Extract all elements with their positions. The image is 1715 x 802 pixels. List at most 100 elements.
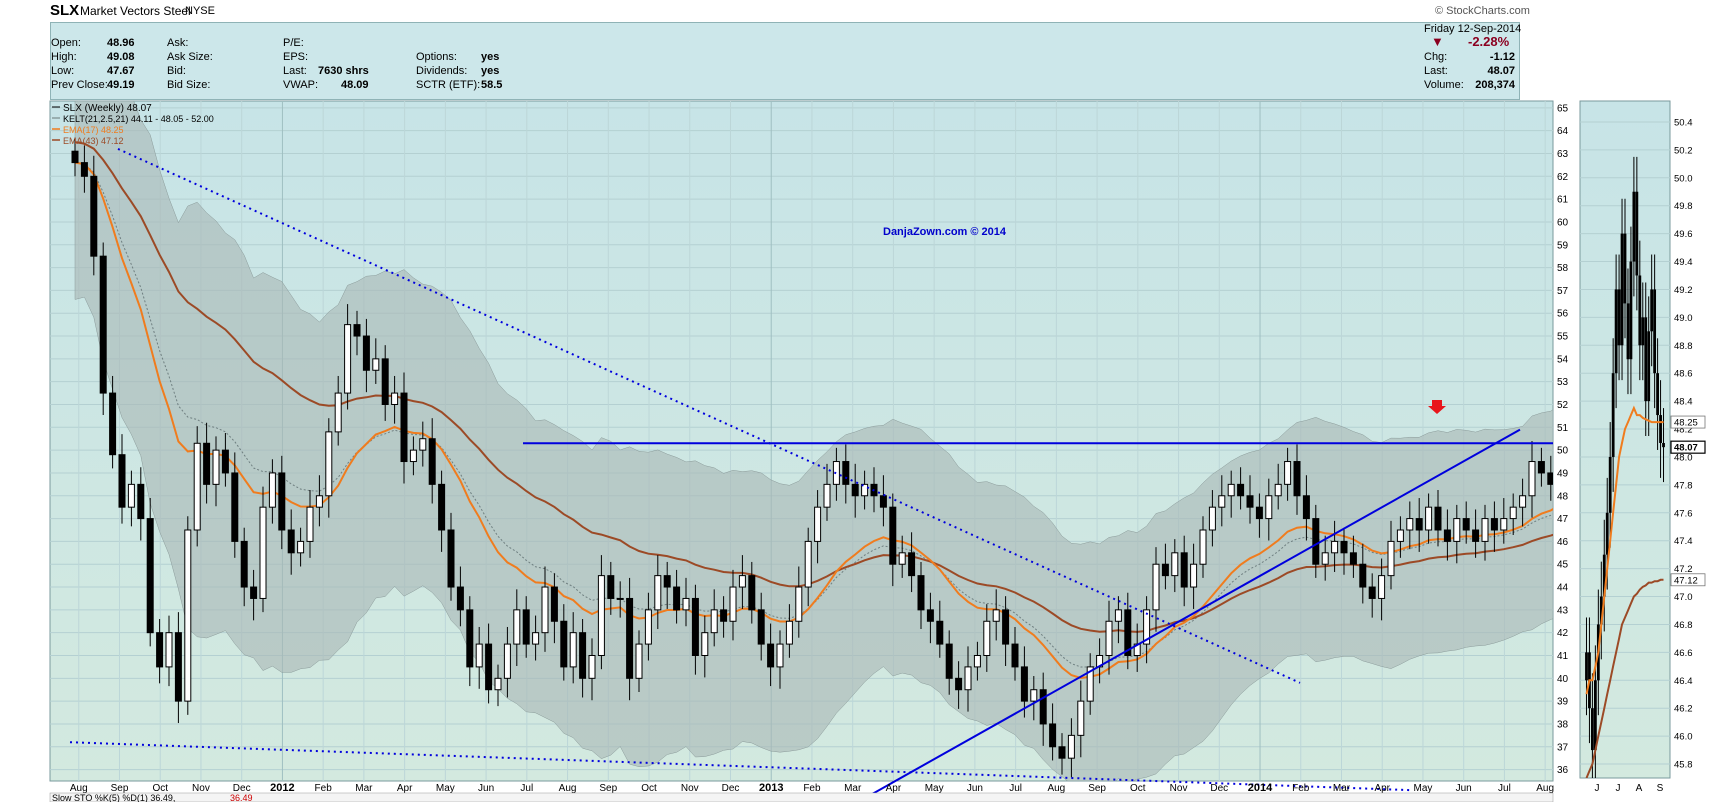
candle [287, 509, 295, 575]
candle [720, 596, 728, 638]
candle [560, 604, 568, 681]
candle [945, 630, 953, 695]
y-tick-label: 60 [1557, 217, 1569, 228]
candle [503, 626, 511, 698]
side-candle [1614, 254, 1618, 409]
side-grid [1580, 121, 1670, 765]
vwap-label: VWAP: [283, 79, 319, 91]
watermark: DanjaZown.com © 2014 [883, 226, 1007, 238]
x-tick-label: Feb [803, 783, 821, 794]
candle [1237, 467, 1245, 510]
candle [654, 555, 662, 630]
candle [1302, 475, 1310, 541]
candle [1293, 444, 1301, 515]
sto-panel [49, 792, 1554, 802]
candle [1274, 463, 1282, 510]
down-triangle-icon: ▼ [1431, 34, 1444, 49]
side-y-tick-label: 50.0 [1674, 173, 1693, 184]
x-tick-label: Oct [152, 783, 168, 794]
candle [240, 527, 248, 607]
x-tick-label: Apr [886, 783, 902, 794]
side-price-label: 47.12 [1670, 573, 1706, 586]
candle [1509, 493, 1517, 536]
side-y-tick-label: 47.2 [1674, 564, 1693, 575]
prev-value: 49.19 [107, 79, 135, 91]
candle [1519, 478, 1527, 527]
candle [936, 600, 944, 658]
prev-row: Prev Close: 49.19 [51, 79, 135, 91]
vwap-value: 48.09 [341, 79, 369, 91]
y-tick-label: 47 [1557, 514, 1569, 525]
candle [1406, 501, 1414, 550]
candle [1030, 676, 1038, 721]
candle [569, 612, 577, 684]
candle [1208, 490, 1216, 547]
last2-value: 48.07 [1487, 65, 1515, 77]
side-price-label: 48.07 [1670, 440, 1706, 454]
support-line [69, 741, 1411, 792]
candle [532, 615, 540, 661]
candle [851, 463, 859, 518]
side-candle [1585, 617, 1588, 716]
candle [926, 592, 934, 644]
prev-label: Prev Close: [51, 79, 108, 91]
candle [174, 612, 182, 724]
side-x-tick-label: J [1595, 783, 1600, 794]
side-y-tick-label: 47.4 [1674, 536, 1693, 547]
y-tick-label: 49 [1557, 468, 1569, 479]
side-candle [1623, 198, 1627, 339]
side-candle [1611, 338, 1615, 492]
svg-text:48.25: 48.25 [1674, 418, 1698, 429]
candle [109, 375, 117, 469]
x-tick-label: Sep [599, 783, 617, 794]
x-tick-label: Sep [1088, 783, 1106, 794]
ema-lines [74, 141, 1553, 680]
side-ema43 [1585, 578, 1664, 778]
candle [597, 555, 605, 670]
candle [1331, 520, 1339, 572]
side-ema17 [1585, 405, 1664, 695]
x-tick-label: Oct [1130, 783, 1146, 794]
side-y-tick-label: 46.2 [1674, 704, 1693, 715]
keltner-band [74, 101, 1553, 781]
x-tick-label: Apr [1374, 783, 1390, 794]
security-name: Market Vectors Steel [80, 4, 191, 18]
exchange: NYSE [185, 5, 215, 17]
y-tick-label: 38 [1557, 719, 1569, 730]
high-row: High: 49.08 [51, 51, 135, 63]
candle [1378, 558, 1386, 621]
candle [306, 490, 314, 558]
side-candle [1653, 254, 1657, 409]
ema17-line [74, 161, 1553, 680]
candle [550, 573, 558, 644]
dividends-row: Dividends: yes [416, 65, 499, 77]
y-tick-label: 64 [1557, 126, 1569, 137]
y-tick-label: 46 [1557, 537, 1569, 548]
open-label: Open: [51, 37, 81, 49]
ask-label: Ask: [167, 37, 189, 49]
candle [1011, 626, 1019, 681]
candle [973, 641, 981, 681]
side-candle [1659, 380, 1662, 478]
candle [137, 467, 145, 541]
side-y-tick-label: 49.2 [1674, 285, 1693, 296]
candle [635, 630, 643, 693]
quote-panel: Open: 48.96 High: 49.08 Low: 47.67 Prev Clo… [50, 22, 1521, 100]
sto-label: Slow STO %K(5) %D(1) 36.49, [52, 793, 175, 802]
side-candle [1617, 254, 1621, 381]
x-tick-label: Dec [1210, 783, 1228, 794]
symbol: SLX [50, 2, 80, 19]
percent-change: -2.28% [1468, 34, 1510, 49]
candle [691, 584, 699, 675]
candle [259, 486, 267, 613]
y-tick-label: 55 [1557, 332, 1569, 343]
candle [1500, 498, 1508, 544]
side-y-tick-label: 48.6 [1674, 369, 1693, 380]
side-x-tick-label: S [1657, 783, 1664, 794]
candle [1490, 501, 1498, 552]
candle [456, 566, 464, 627]
side-candle [1662, 408, 1665, 483]
volume-label: Volume: [1424, 79, 1464, 91]
candle [409, 436, 417, 476]
candle [607, 561, 615, 615]
